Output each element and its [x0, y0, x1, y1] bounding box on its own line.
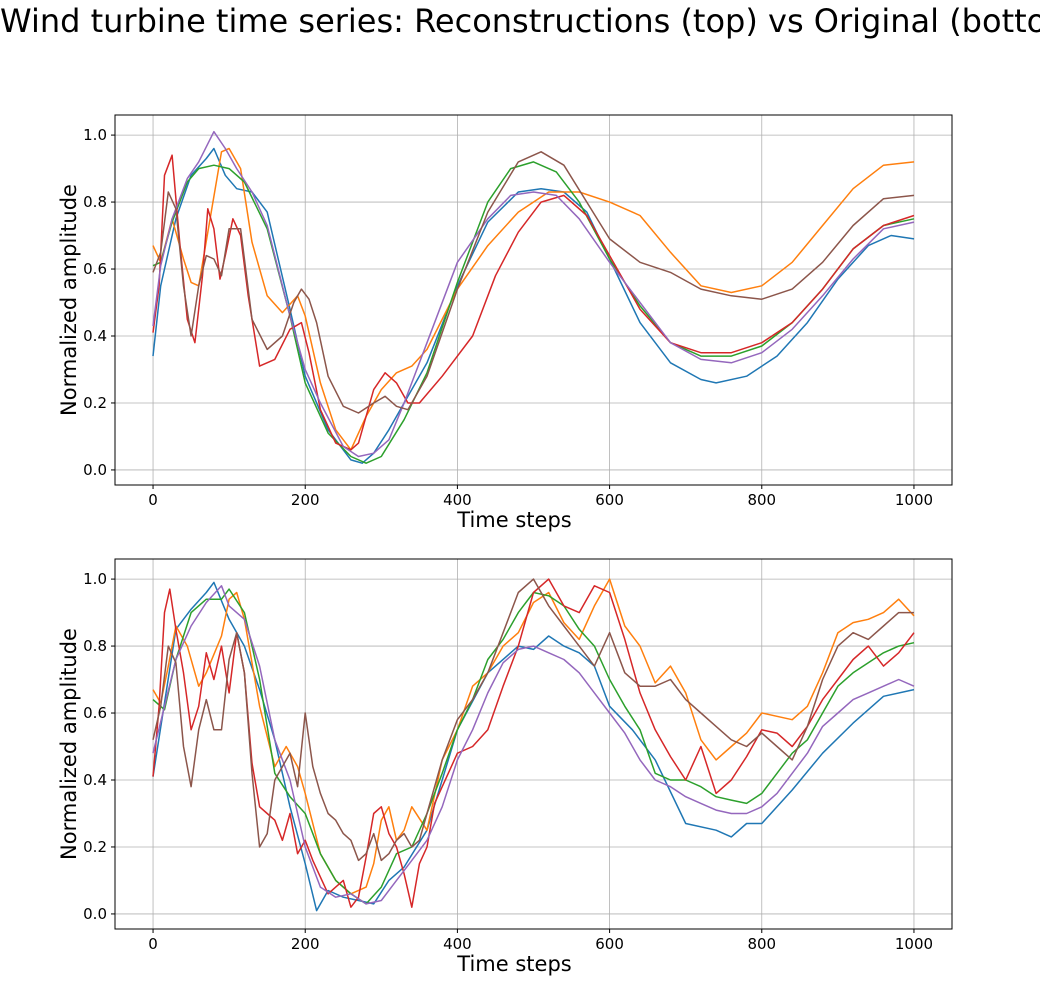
series-line-2: [152, 578, 915, 895]
series-line-3: [152, 588, 915, 905]
x-tick-label: 600: [595, 491, 624, 509]
plot-frame: [114, 114, 953, 486]
y-axis-label: Normalized amplitude: [57, 184, 81, 416]
series-line-6: [152, 151, 915, 414]
y-tick-label: 0.6: [83, 260, 107, 278]
chart-panel-bottom: 0 200 400 600 800 1000 0.0 0.2 0.4 0.6 0.8 1.0 Time …: [57, 558, 953, 976]
y-tick-label: 0.6: [83, 704, 107, 722]
series-line-6: [152, 578, 914, 862]
y-tick-label: 0.8: [83, 193, 107, 211]
x-tick-label: 400: [443, 935, 472, 953]
y-axis-label: Normalized amplitude: [57, 628, 81, 860]
y-tick-label: 1.0: [83, 126, 107, 144]
y-tick-label: 0.4: [83, 327, 107, 345]
y-tick-label: 0.2: [83, 394, 107, 412]
figure-title: Wind turbine time series: Reconstruction…: [0, 2, 1040, 40]
chart-panel-top: 0 200 400 600 800 1000 0.0 0.2 0.4 0.6 0.8 1.0 Time …: [57, 114, 953, 532]
x-axis-label: Time steps: [456, 952, 571, 976]
series-line-4: [152, 154, 915, 451]
y-tick-label: 0.0: [83, 905, 107, 923]
x-tick-label: 600: [595, 935, 624, 953]
x-tick-label: 0: [148, 491, 158, 509]
x-tick-label: 400: [443, 491, 472, 509]
series-line-4: [152, 578, 915, 908]
series-line-2: [152, 147, 915, 451]
x-tick-label: 0: [148, 935, 158, 953]
y-tick-label: 0.2: [83, 838, 107, 856]
series-line-5: [152, 130, 915, 458]
y-tick-label: 1.0: [83, 570, 107, 588]
x-tick-label: 800: [747, 935, 776, 953]
series-line-5: [152, 585, 915, 905]
x-tick-label: 200: [291, 935, 320, 953]
y-tick-label: 0.4: [83, 771, 107, 789]
x-tick-label: 800: [747, 491, 776, 509]
series-line-3: [152, 161, 915, 464]
y-tick-label: 0.8: [83, 637, 107, 655]
x-tick-label: 200: [291, 491, 320, 509]
x-tick-label: 1000: [895, 935, 933, 953]
x-tick-label: 1000: [895, 491, 933, 509]
y-tick-label: 0.0: [83, 461, 107, 479]
x-axis-label: Time steps: [456, 508, 571, 532]
series-line-1: [152, 147, 915, 464]
plot-frame: [114, 558, 953, 930]
